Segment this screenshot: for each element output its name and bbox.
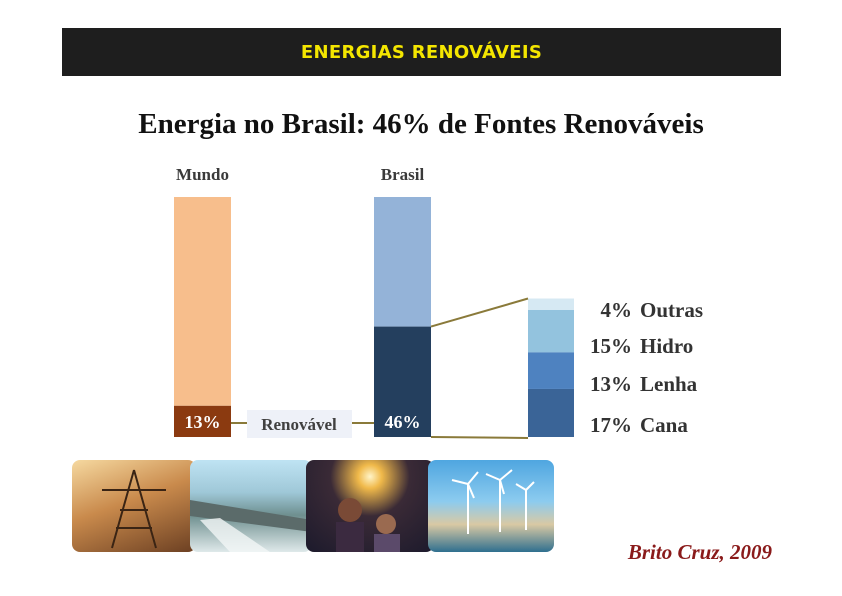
brasil-category-label: Brasil xyxy=(381,165,425,184)
people-icon xyxy=(336,498,400,552)
renewable-label: Renovável xyxy=(261,415,337,434)
outras-segment xyxy=(528,298,574,310)
brasil-renewable-value-label: 46% xyxy=(385,412,421,432)
mundo-other-bar xyxy=(174,197,231,406)
cana-pct-label: 17% xyxy=(590,413,632,437)
tower-icon xyxy=(102,469,166,549)
outras-name-label: Outras xyxy=(640,298,703,322)
energy-chart: Mundo Brasil Renovável 13% 46% 17% Cana 13% Lenh… xyxy=(174,165,703,439)
renewable-label-box xyxy=(247,410,352,438)
mundo-category-label: Mundo xyxy=(176,165,229,184)
lenha-name-label: Lenha xyxy=(640,372,698,396)
hidro-pct-label: 15% xyxy=(590,334,632,358)
cana-name-label: Cana xyxy=(640,413,688,437)
dam-icon xyxy=(190,500,312,552)
transmission-tower-photo xyxy=(72,460,196,552)
zoom-line-top xyxy=(430,297,529,328)
turbine-icon xyxy=(451,469,535,534)
source-credit: Brito Cruz, 2009 xyxy=(627,540,772,564)
outras-pct-label: 4% xyxy=(601,298,633,322)
chart-title: Energia no Brasil: 46% de Fontes Renováv… xyxy=(138,108,704,140)
hidro-name-label: Hidro xyxy=(640,334,693,358)
brasil-other-bar xyxy=(374,197,431,327)
lenha-segment xyxy=(528,352,574,389)
lenha-pct-label: 13% xyxy=(590,372,632,396)
wind-turbines-photo xyxy=(428,460,554,552)
hydroelectric-dam-photo xyxy=(190,460,312,552)
people-with-torch-photo xyxy=(306,460,434,552)
mundo-renewable-bar xyxy=(174,405,231,437)
hidro-segment xyxy=(528,309,574,353)
cana-segment xyxy=(528,388,574,437)
header-title: ENERGIAS RENOVÁVEIS xyxy=(300,41,543,63)
header-bar: ENERGIAS RENOVÁVEIS xyxy=(62,28,781,76)
mundo-renewable-value-label: 13% xyxy=(185,412,221,432)
brasil-renewable-bar xyxy=(374,326,431,437)
photo-strip xyxy=(72,460,554,552)
zoom-line-bottom xyxy=(430,436,529,439)
